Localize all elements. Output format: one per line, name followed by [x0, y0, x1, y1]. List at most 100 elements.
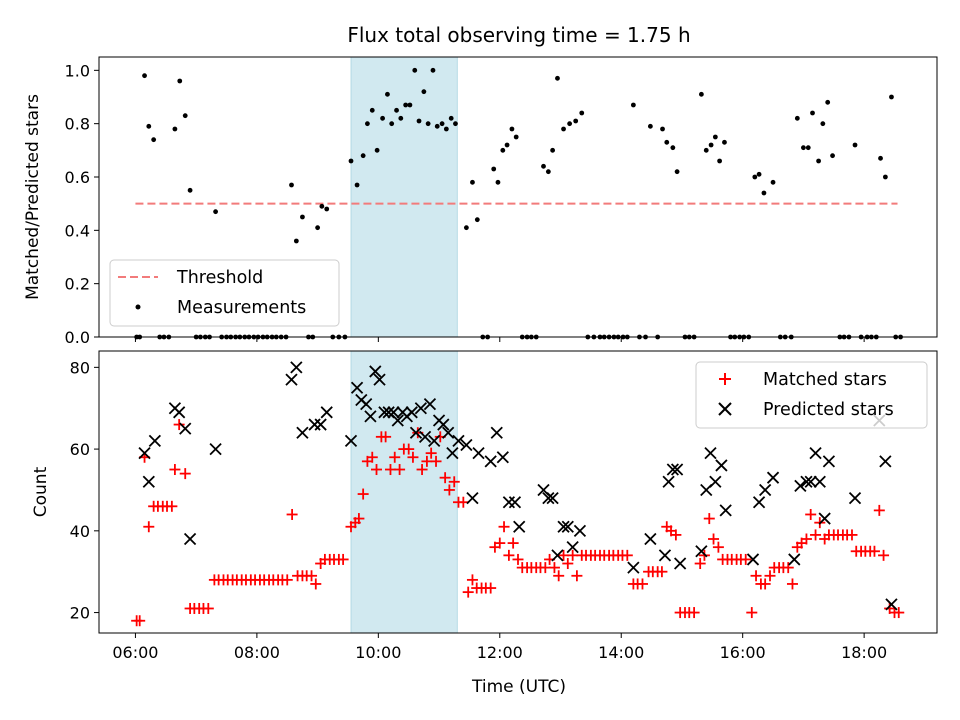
predicted-star-point: [360, 397, 373, 411]
predicted-star-point: [364, 410, 377, 423]
count-panel: 20 40 60 80 06:00 08:00 10:00 12:00 14:00 16:00 1…: [31, 350, 938, 697]
predicted-star-point: [818, 512, 831, 525]
matched-star-point: [688, 607, 700, 619]
matched-star-point: [416, 464, 428, 476]
measurement-point: [369, 107, 375, 113]
measurement-point: [567, 121, 573, 127]
ratio-panel: 0.0 0.2 0.4 0.6 0.8 1.0 Matched/Predicted sta…: [23, 56, 938, 347]
predicted-star-point: [446, 447, 459, 460]
matched-star-point: [786, 578, 798, 590]
measurement-point: [300, 214, 305, 220]
predicted-star-point: [673, 557, 687, 570]
matched-star-point: [353, 513, 365, 525]
measurement-point: [647, 123, 653, 129]
measurement-point: [319, 203, 325, 209]
matched-star-point: [893, 607, 905, 619]
predicted-star-point: [452, 434, 465, 448]
matched-star-point: [439, 472, 451, 484]
bottom-y-tick-label: 40: [70, 522, 90, 541]
matched-star-point: [394, 464, 406, 476]
measurement-point: [509, 126, 515, 132]
predicted-star-point: [378, 406, 391, 419]
top-axes-frame: [98, 56, 938, 338]
measurement-point: [403, 102, 409, 108]
x-axis-label: Time (UTC): [471, 677, 566, 697]
matched-star-point: [810, 529, 822, 541]
predicted-star-point: [573, 524, 587, 537]
matched-star-point: [548, 562, 560, 574]
measurement-point: [630, 102, 636, 108]
matched-star-point: [371, 464, 383, 476]
measurement-point: [794, 115, 800, 121]
measurement-point: [389, 121, 395, 127]
predicted-star-point: [387, 406, 400, 419]
matched-star-point: [759, 578, 771, 590]
measurement-point: [172, 126, 178, 132]
measurement-point: [425, 121, 431, 127]
measurement-point: [187, 187, 193, 193]
measurement-point: [810, 110, 815, 116]
top-x-ticks: [134, 337, 865, 342]
bottom-x-tick-label: 12:00: [477, 643, 523, 662]
matched-star-point: [846, 529, 858, 541]
bottom-x-ticks: 06:00 08:00 10:00 12:00 14:00 16:00 18:00: [112, 633, 887, 662]
predicted-star-point: [848, 491, 862, 505]
predicted-star-point: [566, 541, 579, 554]
predicted-star-point: [314, 418, 327, 431]
predicted-star-point: [800, 475, 813, 488]
matched-star-point: [143, 521, 155, 533]
matched-star-point: [703, 513, 715, 525]
measurement-point: [504, 142, 510, 148]
matched-star-point: [166, 500, 178, 512]
predicted-star-point: [369, 365, 382, 378]
matched-star-point: [380, 431, 392, 443]
predicted-star-point: [285, 373, 298, 386]
bottom-x-tick-label: 06:00: [112, 643, 158, 662]
predicted-star-point: [759, 483, 772, 497]
measurement-point: [670, 145, 676, 151]
predicted-star-point: [809, 447, 822, 460]
top-legend: Threshold Measurements: [109, 259, 340, 327]
predicted-star-point: [391, 414, 404, 427]
measurement-point: [412, 67, 418, 73]
predicted-star-point: [561, 520, 574, 533]
measurement-point: [463, 225, 469, 231]
measurement-point: [470, 179, 475, 185]
predicted-star-point: [179, 422, 192, 435]
matched-star-point: [694, 558, 706, 570]
top-y-tick-label: 0.6: [65, 168, 90, 187]
predicted-star-point: [148, 434, 162, 448]
matched-star-point: [712, 541, 724, 553]
matched-star-point: [494, 537, 506, 549]
matched-star-point: [782, 562, 794, 574]
measurement-point: [703, 147, 709, 153]
matched-star-point: [310, 578, 322, 590]
predicted-star-point: [794, 479, 807, 493]
predicted-star-point: [670, 463, 684, 476]
measurement-point: [416, 118, 422, 124]
predicted-star-point: [766, 471, 780, 484]
matched-star-point: [448, 476, 460, 488]
measurement-point: [882, 174, 888, 180]
predicted-star-point: [409, 426, 423, 439]
predicted-star-point: [885, 598, 898, 611]
predicted-star-point: [405, 406, 418, 419]
predicted-star-point: [490, 426, 503, 439]
matched-star-point: [503, 549, 515, 561]
bottom-x-tick-label: 16:00: [720, 643, 766, 662]
predicted-star-point: [551, 549, 564, 562]
predicted-star-point: [662, 475, 675, 488]
measurement-point: [820, 121, 826, 127]
matched-star-point: [173, 419, 185, 431]
measurement-point: [293, 238, 299, 244]
measurement-point: [434, 123, 440, 129]
measurement-point: [421, 89, 427, 95]
measurement-point: [213, 209, 218, 215]
measurement-point: [474, 217, 480, 223]
matched-star-point: [389, 451, 401, 463]
matched-star-point: [357, 488, 369, 500]
measurement-point: [448, 115, 454, 121]
matched-star-point: [868, 545, 880, 557]
predicted-star-point: [746, 553, 760, 566]
